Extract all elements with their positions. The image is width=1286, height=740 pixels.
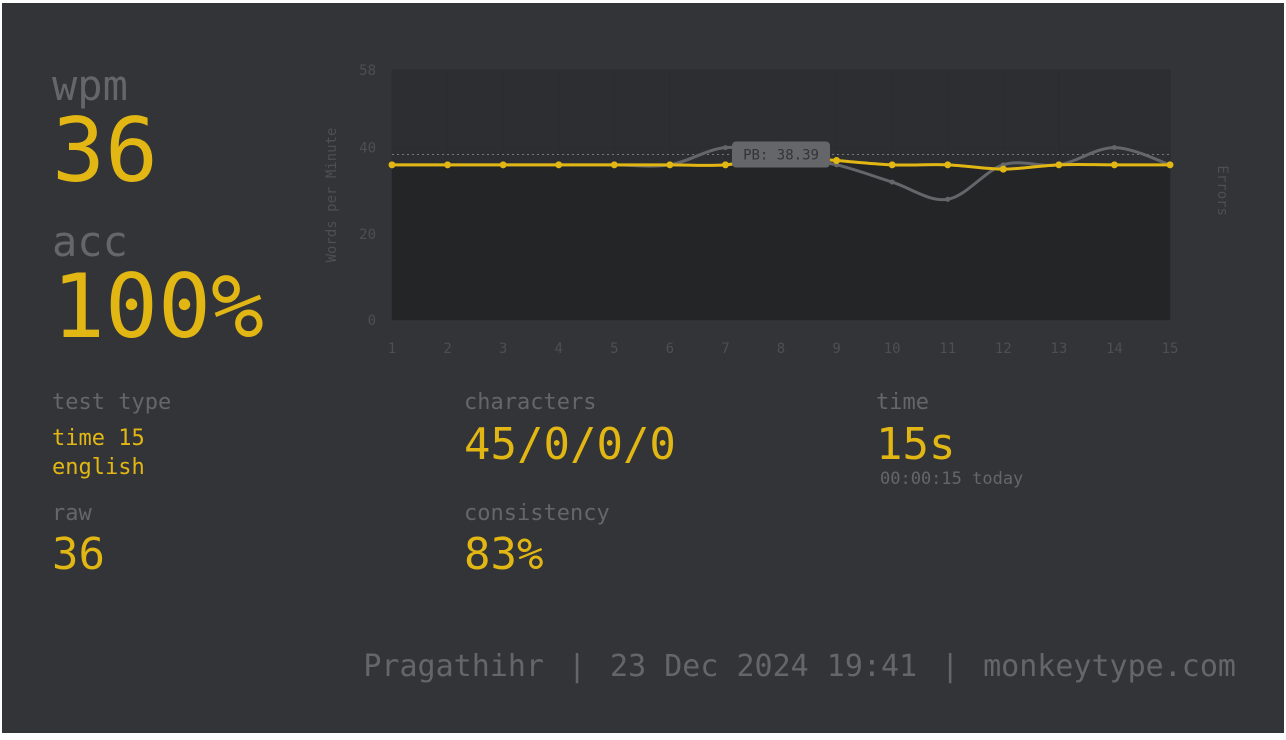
footer-separator: | (941, 649, 960, 684)
y2-axis-label: Errors (1214, 165, 1230, 216)
wpm-point (1166, 161, 1174, 169)
x-tick-label: 1 (388, 341, 396, 357)
x-tick-label: 2 (443, 341, 451, 357)
x-tick-label: 7 (721, 341, 729, 357)
wpm-point (555, 161, 563, 169)
time-value: 15s (876, 419, 956, 470)
footer-site: monkeytype.com (983, 649, 1236, 684)
time-detail: 00:00:15 today (880, 469, 1024, 489)
time-label: time (876, 390, 929, 415)
raw-point (722, 145, 728, 151)
test-type-mode: time 15 (52, 426, 145, 451)
wpm-point (666, 161, 674, 169)
wpm-point (610, 161, 618, 169)
y-tick-label: 40 (359, 141, 376, 157)
wpm-point (833, 157, 841, 165)
x-tick-label: 15 (1162, 341, 1179, 357)
raw-label: raw (52, 501, 92, 526)
raw-point (889, 179, 895, 185)
footer-date: 23 Dec 2024 19:41 (610, 649, 918, 684)
y-tick-label: 0 (368, 313, 376, 329)
raw-value: 36 (52, 529, 105, 580)
y-tick-label: 58 (359, 63, 376, 79)
pb-annotation-box (732, 141, 830, 168)
wpm-point (1055, 161, 1063, 169)
pb-annotation-label: PB: 38.39 (743, 148, 819, 164)
footer-separator: | (567, 649, 587, 684)
test-type-language: english (52, 455, 145, 480)
raw-point (1111, 145, 1117, 151)
x-tick-label: 11 (939, 341, 956, 357)
x-tick-label: 5 (610, 341, 618, 357)
wpm-label: wpm (52, 61, 128, 110)
x-tick-label: 9 (832, 341, 840, 357)
y-axis-label: Words per Minute (324, 128, 340, 263)
wpm-point (888, 161, 896, 169)
consistency-label: consistency (464, 501, 610, 526)
wpm-point (444, 161, 452, 169)
x-tick-label: 12 (995, 341, 1012, 357)
x-tick-label: 8 (777, 341, 785, 357)
test-type-label: test type (52, 390, 172, 415)
x-tick-label: 6 (666, 341, 674, 357)
acc-value: 100% (52, 255, 264, 358)
characters-label: characters (464, 390, 597, 415)
footer: Pragathihr | 23 Dec 2024 19:41 | monkeytype.… (2, 649, 1236, 684)
consistency-value: 83% (464, 529, 544, 580)
wpm-point (499, 161, 507, 169)
y-tick-label: 20 (359, 227, 376, 243)
result-card: wpm 36 acc 100% 0 20 40 58 1 2 3 4 5 6 7 8 9 10 11 12 13… (2, 3, 1284, 733)
x-tick-label: 4 (554, 341, 562, 357)
acc-label: acc (52, 217, 128, 266)
wpm-point (944, 161, 952, 169)
characters-value: 45/0/0/0 (464, 419, 676, 470)
wpm-point (1110, 161, 1118, 169)
wpm-area (392, 156, 1170, 320)
x-tick-label: 3 (499, 341, 507, 357)
x-tick-label: 14 (1106, 341, 1123, 357)
wpm-value: 36 (52, 99, 158, 202)
x-tick-label: 13 (1050, 341, 1067, 357)
wpm-point (999, 165, 1007, 173)
raw-point (945, 196, 951, 202)
x-tick-label: 10 (884, 341, 901, 357)
footer-username: Pragathihr (363, 649, 544, 684)
wpm-point (721, 161, 729, 169)
wpm-point (388, 161, 396, 169)
